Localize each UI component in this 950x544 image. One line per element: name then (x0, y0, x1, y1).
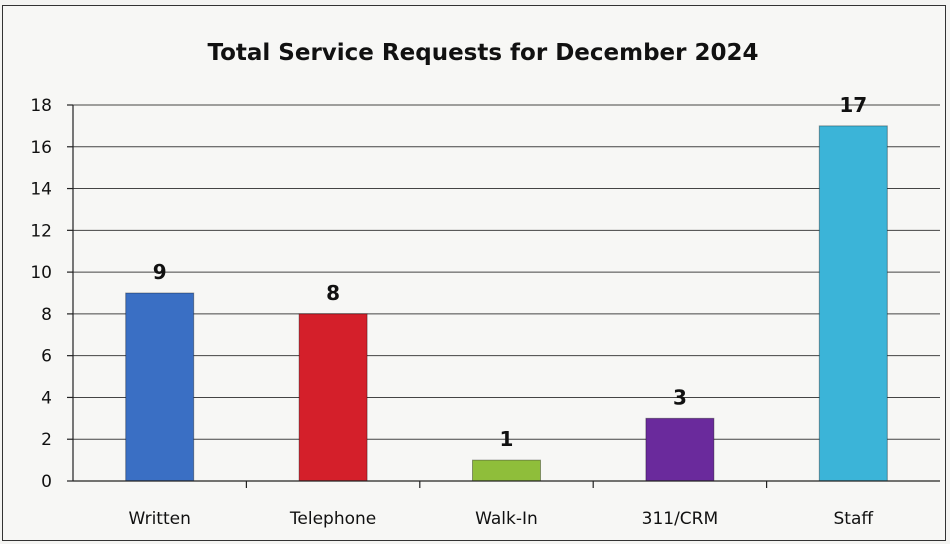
x-tick-label: Staff (834, 509, 875, 529)
x-tick-label: Telephone (289, 509, 376, 529)
bar-telephone (298, 313, 368, 482)
y-tick-label: 6 (41, 347, 52, 367)
bars (125, 125, 888, 482)
x-tick-label: Walk-In (475, 509, 538, 529)
y-tick-label: 14 (30, 180, 52, 200)
x-tick-label: 311/CRM (642, 509, 719, 529)
x-axis-ticks: Written Telephone Walk-In 311/CRM Staff (129, 481, 875, 529)
data-labels: 9 8 1 3 17 (153, 93, 867, 451)
data-label: 8 (326, 281, 340, 305)
y-tick-label: 10 (30, 263, 52, 283)
x-tick-label: Written (129, 509, 191, 529)
gridlines (73, 104, 940, 440)
y-tick-label: 12 (30, 221, 52, 241)
y-tick-label: 16 (30, 138, 52, 158)
y-tick-label: 8 (41, 305, 52, 325)
y-axis-ticks: 0 2 4 6 8 10 12 14 16 18 (30, 96, 73, 492)
data-label: 1 (500, 427, 514, 451)
y-tick-label: 2 (41, 430, 52, 450)
bar-311-crm (645, 417, 715, 482)
data-label: 9 (153, 260, 167, 284)
bar-staff (818, 125, 888, 482)
data-label: 17 (839, 93, 867, 117)
y-tick-label: 18 (30, 96, 52, 116)
bar-walk-in (472, 459, 541, 482)
axes (72, 105, 940, 482)
y-tick-label: 4 (41, 388, 52, 408)
bar-written (125, 292, 195, 482)
data-label: 3 (673, 385, 687, 409)
chart-title: Total Service Requests for December 2024 (207, 40, 758, 66)
y-tick-label: 0 (41, 472, 52, 492)
